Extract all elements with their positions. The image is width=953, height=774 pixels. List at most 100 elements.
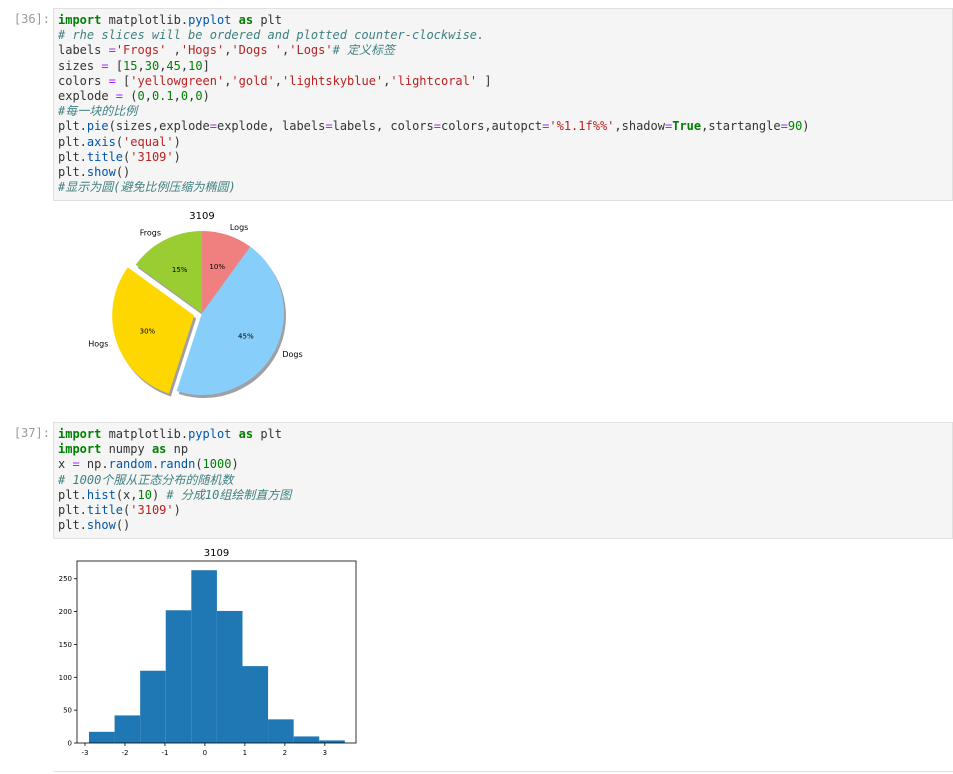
code-token: ) <box>202 89 210 104</box>
y-tick-label: 200 <box>59 608 72 616</box>
code-line: # 1000个服从正态分布的随机数 <box>58 473 948 488</box>
code-token: x <box>58 457 73 472</box>
code-token: ,startangle <box>701 119 781 134</box>
code-token: , <box>188 89 196 104</box>
cell-prompt-36: [36]: <box>13 12 50 26</box>
code-token: 90 <box>787 119 803 134</box>
code-token: import <box>58 442 102 457</box>
code-token: #每一块的比例 <box>58 104 138 119</box>
code-token: 10 <box>137 487 152 502</box>
y-tick-label: 0 <box>68 740 72 748</box>
code-line: x = np.random.randn(1000) <box>58 457 948 472</box>
pie-label: Dogs <box>282 350 302 359</box>
code-token: ( <box>123 149 131 164</box>
code-token: = <box>664 119 673 134</box>
code-cell-hist[interactable]: import matplotlib.pyplot as plt import nu… <box>53 422 953 539</box>
code-token: 30 <box>144 58 160 73</box>
code-token: True <box>672 119 702 134</box>
code-token: 45 <box>166 58 181 73</box>
code-token: [ <box>115 73 131 88</box>
code-token: , <box>282 43 290 58</box>
hist-bar <box>319 740 345 743</box>
code-token: 0 <box>137 89 145 104</box>
code-token: # 1000个服从正态分布的随机数 <box>58 472 234 487</box>
code-token: hist <box>86 487 116 502</box>
code-token: . <box>151 457 160 472</box>
hist-bar <box>268 719 294 743</box>
code-line: import matplotlib.pyplot as plt <box>58 427 948 442</box>
x-tick-label: 2 <box>283 749 287 757</box>
code-line: plt.title('3109') <box>58 150 948 165</box>
code-token: colors <box>58 73 109 88</box>
code-token: labels <box>58 43 109 58</box>
code-token: as <box>151 442 167 457</box>
code-token: axis <box>86 134 116 149</box>
code-token: ( <box>115 134 124 149</box>
code-token: ) <box>173 149 181 164</box>
code-token: pie <box>86 119 109 134</box>
code-token: #显示为圆(避免比例压缩为椭圆) <box>58 180 236 195</box>
code-token: # rhe slices will be ordered and plotted… <box>58 28 485 43</box>
code-token: title <box>86 149 124 164</box>
code-token: , <box>159 58 167 73</box>
code-token: plt. <box>58 134 87 149</box>
pie-label: Hogs <box>88 339 108 348</box>
code-token: colors,autopct <box>440 119 543 134</box>
code-token: , <box>383 73 391 88</box>
code-token: plt. <box>58 487 87 502</box>
code-token: 'Frogs' <box>115 43 167 58</box>
code-token: plt. <box>58 165 87 180</box>
code-line: # rhe slices will be ordered and plotted… <box>58 28 948 43</box>
code-token: 'yellowgreen' <box>130 73 225 88</box>
pie-pct-label: 30% <box>140 328 156 336</box>
code-token: ) <box>173 134 181 149</box>
code-token: 10 <box>188 58 203 73</box>
pie-pct-label: 45% <box>238 332 254 340</box>
code-line: import numpy as np <box>58 442 948 457</box>
code-token: import <box>58 13 102 27</box>
hist-bar <box>88 731 115 743</box>
code-token: (x, <box>115 487 138 502</box>
code-token: show <box>86 165 116 180</box>
code-token: np <box>166 442 189 457</box>
code-token: ) <box>173 503 181 518</box>
code-token: 'lightskyblue' <box>282 73 384 88</box>
code-token: = <box>433 119 441 134</box>
pie-slice-logs <box>202 231 251 313</box>
y-tick-label: 50 <box>63 707 72 715</box>
code-cell-pie[interactable]: import matplotlib.pyplot as plt # rhe sli… <box>53 8 953 201</box>
output-separator <box>53 771 953 772</box>
code-token: pyplot <box>188 13 232 27</box>
pie-label: Frogs <box>140 229 161 238</box>
code-token: = <box>209 119 217 134</box>
histogram-chart: 3109 -3 -2 -1 0 1 2 3 0 50 100 150 200 250 <box>59 548 357 757</box>
code-token: = <box>780 119 788 134</box>
code-token: , <box>224 43 232 58</box>
code-token: , <box>137 58 145 73</box>
cell-prompt-37: [37]: <box>13 426 50 440</box>
code-token: = <box>108 43 116 58</box>
code-line: plt.pie(sizes,explode=explode, labels=la… <box>58 119 948 134</box>
x-tick-label: 1 <box>243 749 247 757</box>
code-token: 0 <box>195 89 203 104</box>
code-token: 1000 <box>202 457 232 472</box>
x-tick-label: -3 <box>82 749 89 757</box>
code-token: '%1.1f%%' <box>549 119 615 134</box>
code-token: numpy <box>101 442 152 457</box>
code-token: 'lightcoral' <box>390 73 478 88</box>
hist-bar <box>165 610 192 743</box>
code-line: plt.show() <box>58 165 948 180</box>
code-token: as <box>238 427 254 441</box>
code-token <box>231 427 238 441</box>
code-token: pyplot <box>188 427 232 441</box>
code-token: plt. <box>58 149 87 164</box>
code-token: sizes <box>58 58 102 73</box>
code-token <box>231 13 238 27</box>
code-line: #每一块的比例 <box>58 104 948 119</box>
code-token: 0.1 <box>151 89 174 104</box>
code-token: explode, labels <box>216 119 326 134</box>
code-token: '3109' <box>130 503 174 518</box>
hist-bar <box>242 666 269 743</box>
code-token: ] <box>477 73 492 88</box>
hist-title: 3109 <box>204 548 229 559</box>
